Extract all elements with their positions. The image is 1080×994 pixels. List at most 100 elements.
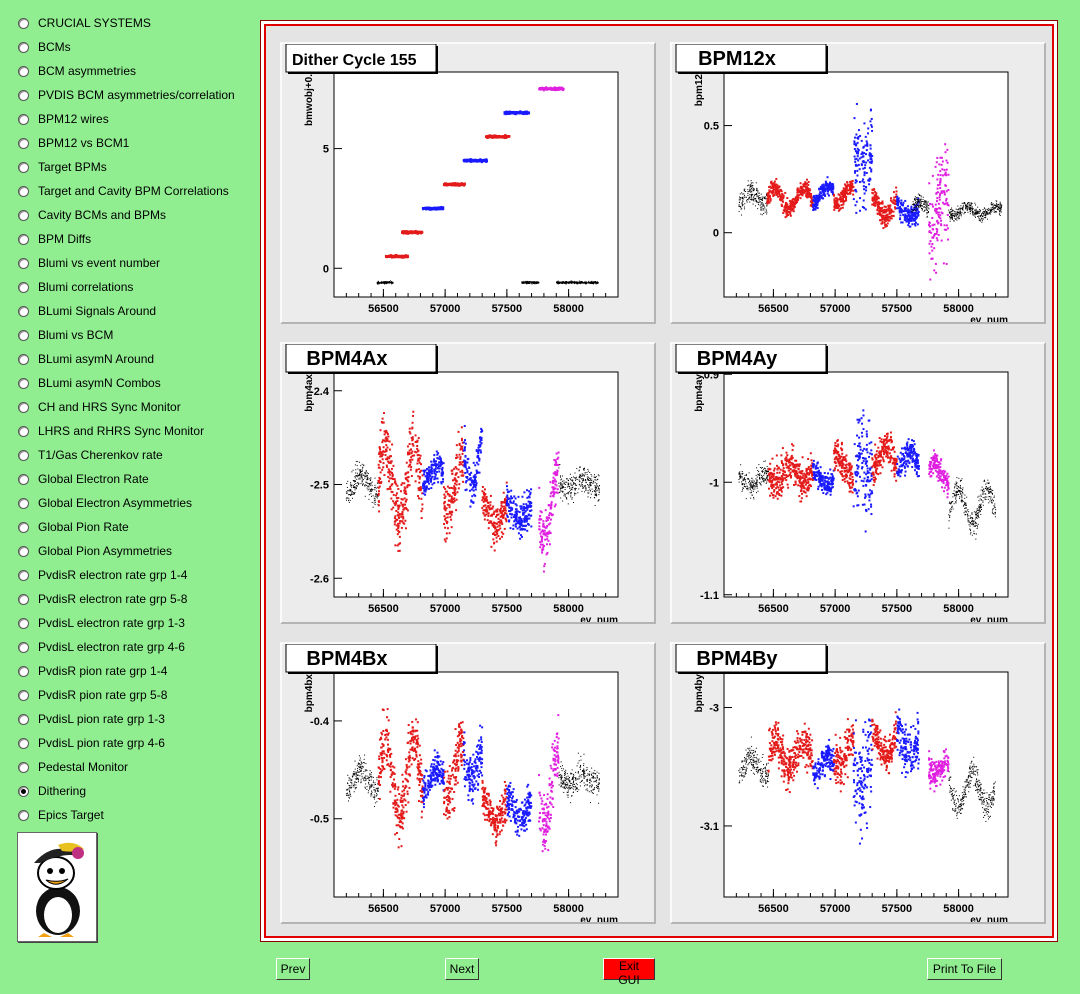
radio-button[interactable] [18, 497, 29, 509]
scatter-point [580, 282, 582, 284]
scatter-point [389, 460, 392, 463]
radio-item[interactable]: BPM Diffs [18, 229, 91, 249]
radio-button[interactable] [18, 713, 29, 725]
radio-button[interactable] [18, 377, 29, 389]
radio-button[interactable] [18, 161, 29, 173]
radio-button-selected[interactable] [18, 785, 29, 797]
radio-button[interactable] [18, 41, 29, 53]
scatter-point [963, 211, 965, 213]
radio-item[interactable]: Blumi vs event number [18, 253, 160, 273]
radio-button[interactable] [18, 737, 29, 749]
scatter-point [741, 205, 743, 207]
radio-item[interactable]: Target and Cavity BPM Correlations [18, 181, 229, 201]
radio-button[interactable] [18, 137, 29, 149]
radio-item[interactable]: Global Electron Rate [18, 469, 149, 489]
scatter-point [360, 469, 362, 471]
radio-item[interactable]: Blumi correlations [18, 277, 133, 297]
scatter-point [412, 231, 415, 234]
radio-button[interactable] [18, 305, 29, 317]
scatter-point [939, 214, 942, 217]
scatter-point [913, 208, 916, 211]
scatter-point [842, 203, 845, 206]
radio-item[interactable]: PvdisL electron rate grp 4-6 [18, 637, 185, 657]
scatter-point [366, 478, 368, 480]
scatter-point [408, 231, 411, 234]
radio-item[interactable]: BCMs [18, 37, 71, 57]
radio-item[interactable]: Pedestal Monitor [18, 757, 128, 777]
radio-item[interactable]: Target BPMs [18, 157, 107, 177]
radio-item[interactable]: Epics Target [18, 805, 104, 825]
radio-button[interactable] [18, 17, 29, 29]
scatter-point [911, 217, 914, 220]
scatter-point [381, 441, 384, 444]
radio-item[interactable]: BLumi asymN Around [18, 349, 154, 369]
scatter-point [857, 129, 860, 132]
radio-button[interactable] [18, 89, 29, 101]
scatter-point [401, 498, 404, 501]
radio-item[interactable]: CH and HRS Sync Monitor [18, 397, 181, 417]
radio-item[interactable]: Global Pion Rate [18, 517, 129, 537]
scatter-point [811, 199, 814, 202]
scatter-point [377, 463, 380, 466]
radio-button[interactable] [18, 593, 29, 605]
radio-button[interactable] [18, 473, 29, 485]
radio-button[interactable] [18, 545, 29, 557]
radio-button[interactable] [18, 257, 29, 269]
radio-button[interactable] [18, 65, 29, 77]
scatter-point [752, 182, 754, 184]
radio-button[interactable] [18, 449, 29, 461]
radio-button[interactable] [18, 113, 29, 125]
scatter-point [488, 136, 491, 139]
radio-label: PvdisR pion rate grp 5-8 [38, 688, 168, 702]
scatter-point [521, 282, 523, 284]
radio-button[interactable] [18, 209, 29, 221]
radio-button[interactable] [18, 641, 29, 653]
radio-button[interactable] [18, 569, 29, 581]
scatter-point [799, 197, 802, 200]
radio-button[interactable] [18, 353, 29, 365]
radio-button[interactable] [18, 329, 29, 341]
radio-button[interactable] [18, 281, 29, 293]
radio-item[interactable]: CRUCIAL SYSTEMS [18, 13, 151, 33]
radio-item[interactable]: Global Electron Asymmetries [18, 493, 192, 513]
radio-item[interactable]: PvdisR electron rate grp 5-8 [18, 589, 187, 609]
radio-item[interactable]: Global Pion Asymmetries [18, 541, 172, 561]
radio-item[interactable]: PvdisR pion rate grp 1-4 [18, 661, 167, 681]
scatter-point [395, 524, 398, 527]
radio-button[interactable] [18, 761, 29, 773]
radio-item[interactable]: Dithering [18, 781, 86, 801]
scatter-point [744, 196, 746, 198]
scatter-point [846, 188, 849, 191]
radio-button[interactable] [18, 521, 29, 533]
scatter-point [750, 187, 752, 189]
radio-item[interactable]: T1/Gas Cherenkov rate [18, 445, 163, 465]
radio-item[interactable]: LHRS and RHRS Sync Monitor [18, 421, 204, 441]
radio-item[interactable]: PVDIS BCM asymmetries/correlation [18, 85, 235, 105]
radio-button[interactable] [18, 401, 29, 413]
radio-item[interactable]: PvdisR electron rate grp 1-4 [18, 565, 187, 585]
radio-button[interactable] [18, 233, 29, 245]
radio-item[interactable]: BPM12 vs BCM1 [18, 133, 129, 153]
radio-item[interactable]: BPM12 wires [18, 109, 109, 129]
radio-button[interactable] [18, 665, 29, 677]
scatter-point [853, 143, 856, 146]
scatter-point [531, 282, 533, 284]
scatter-point [426, 473, 429, 476]
radio-item[interactable]: PvdisL pion rate grp 1-3 [18, 709, 165, 729]
radio-item[interactable]: Cavity BCMs and BPMs [18, 205, 166, 225]
radio-button[interactable] [18, 185, 29, 197]
radio-button[interactable] [18, 617, 29, 629]
radio-item[interactable]: Blumi vs BCM [18, 325, 113, 345]
radio-item[interactable]: PvdisL pion rate grp 4-6 [18, 733, 165, 753]
scatter-point [990, 209, 992, 211]
radio-item[interactable]: PvdisR pion rate grp 5-8 [18, 685, 167, 705]
radio-button[interactable] [18, 809, 29, 821]
radio-item[interactable]: BLumi Signals Around [18, 301, 156, 321]
scatter-point [931, 203, 934, 206]
radio-item[interactable]: BLumi asymN Combos [18, 373, 161, 393]
radio-item[interactable]: PvdisL electron rate grp 1-3 [18, 613, 185, 633]
scatter-point [755, 198, 757, 200]
radio-button[interactable] [18, 425, 29, 437]
radio-button[interactable] [18, 689, 29, 701]
radio-item[interactable]: BCM asymmetries [18, 61, 136, 81]
